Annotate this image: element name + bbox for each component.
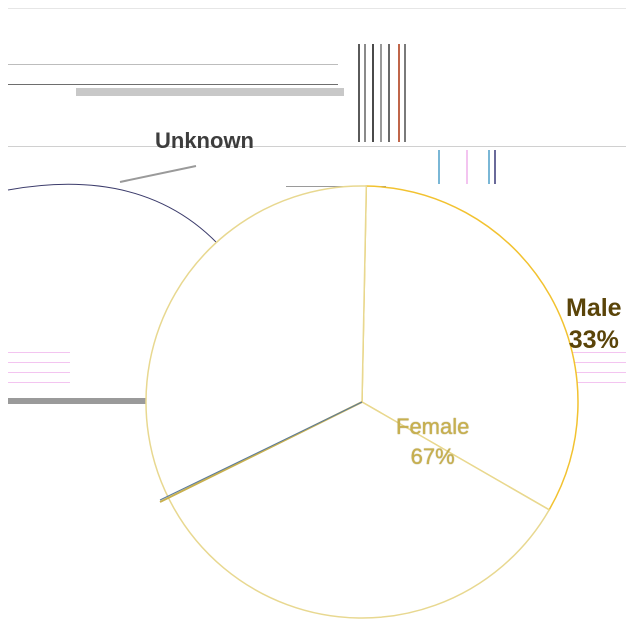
stripe <box>488 150 490 184</box>
stripe <box>466 150 468 184</box>
slice-name: Male <box>566 294 622 322</box>
header-rule <box>8 84 338 85</box>
stripe <box>364 44 366 142</box>
pie-slice-female <box>145 185 551 619</box>
slice-label-male: Male 33% <box>566 292 622 356</box>
artifact-line <box>8 352 70 353</box>
stripe <box>494 150 496 184</box>
separator <box>8 146 626 147</box>
callout-leader <box>119 165 197 183</box>
slice-label-female: Female 67% <box>396 412 469 472</box>
stripe <box>398 44 400 142</box>
stripe <box>404 44 406 142</box>
artifact-line <box>8 382 70 383</box>
artifact-bar <box>8 398 148 404</box>
stripe <box>388 44 390 142</box>
pie-slice-male <box>361 185 579 511</box>
slice-percent: 33% <box>568 326 619 354</box>
frame-border <box>8 8 626 9</box>
slice-divider <box>159 401 363 501</box>
stripe <box>358 44 360 142</box>
header-rule <box>8 64 338 65</box>
stripe <box>380 44 382 142</box>
separator <box>286 186 386 187</box>
header-bar <box>76 88 344 96</box>
artifact-line <box>8 362 70 363</box>
artifact-line <box>8 372 70 373</box>
callout-label-unknown: Unknown <box>155 128 254 153</box>
stripe <box>438 150 440 184</box>
slice-name: Female <box>396 414 470 439</box>
stripe <box>372 44 374 142</box>
slice-percent: 67% <box>410 444 455 469</box>
